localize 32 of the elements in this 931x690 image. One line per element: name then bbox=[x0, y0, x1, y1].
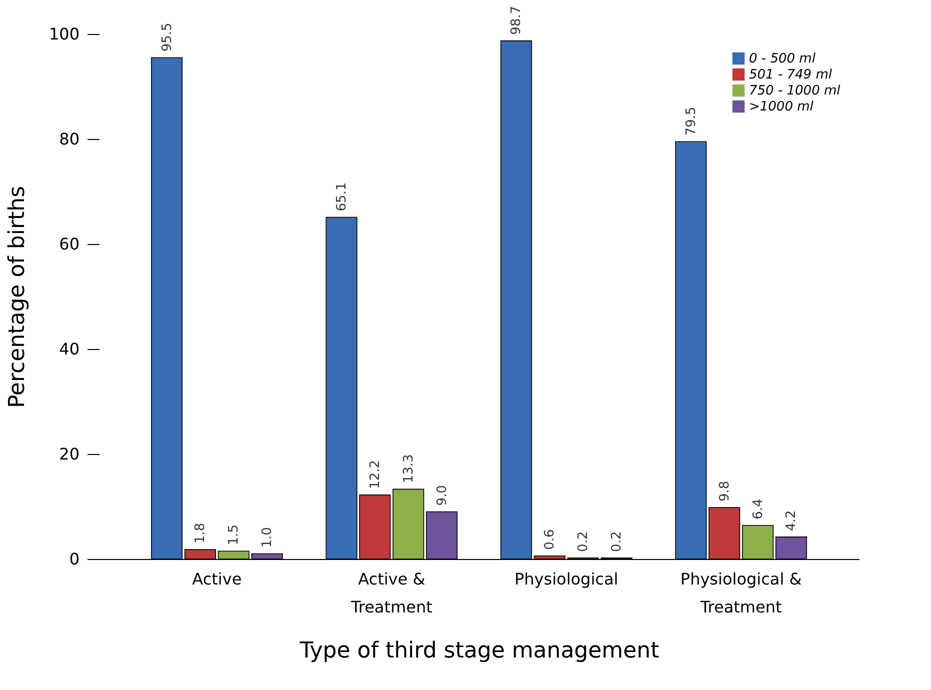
y-tick-label: 0 bbox=[69, 550, 80, 568]
data-label: 12.2 bbox=[368, 460, 383, 489]
data-label: 13.3 bbox=[401, 454, 416, 484]
y-tick-label: 20 bbox=[59, 444, 80, 464]
data-label: 6.4 bbox=[750, 498, 766, 520]
x-axis-title: Type of third stage management bbox=[298, 638, 660, 664]
data-label: 0.2 bbox=[609, 531, 624, 552]
y-tick-label: 100 bbox=[48, 24, 80, 44]
x-tick-label: Physiological & Treatment bbox=[680, 570, 802, 616]
data-label: 1.8 bbox=[193, 522, 208, 544]
data-label: 95.5 bbox=[160, 22, 175, 52]
x-tick-label: Active bbox=[192, 570, 242, 588]
data-label: 4.2 bbox=[784, 510, 800, 531]
data-label: 1.5 bbox=[226, 524, 242, 546]
y-axis-title: Percentage of births bbox=[4, 186, 30, 408]
data-label: 9.0 bbox=[434, 485, 450, 506]
legend-label: 501 - 749 ml bbox=[749, 68, 832, 82]
y-tick-label: 80 bbox=[59, 130, 80, 148]
y-tick-label: 40 bbox=[59, 340, 80, 358]
legend-label: 750 - 1000 ml bbox=[749, 84, 841, 98]
data-label: 79.5 bbox=[684, 106, 699, 136]
data-label: 65.1 bbox=[334, 182, 350, 212]
x-tick-label: Active & Treatment bbox=[350, 570, 432, 616]
data-label: 9.8 bbox=[717, 480, 732, 502]
data-label: 1.0 bbox=[260, 527, 276, 548]
y-tick-label: 60 bbox=[59, 234, 80, 254]
data-label: 0.6 bbox=[542, 529, 558, 550]
data-label: 0.2 bbox=[576, 531, 592, 552]
x-tick-label: Physiological bbox=[514, 570, 618, 588]
legend-label: >1000 ml bbox=[749, 100, 814, 114]
legend-label: 0 - 500 ml bbox=[749, 52, 816, 66]
data-label: 98.7 bbox=[509, 6, 524, 35]
